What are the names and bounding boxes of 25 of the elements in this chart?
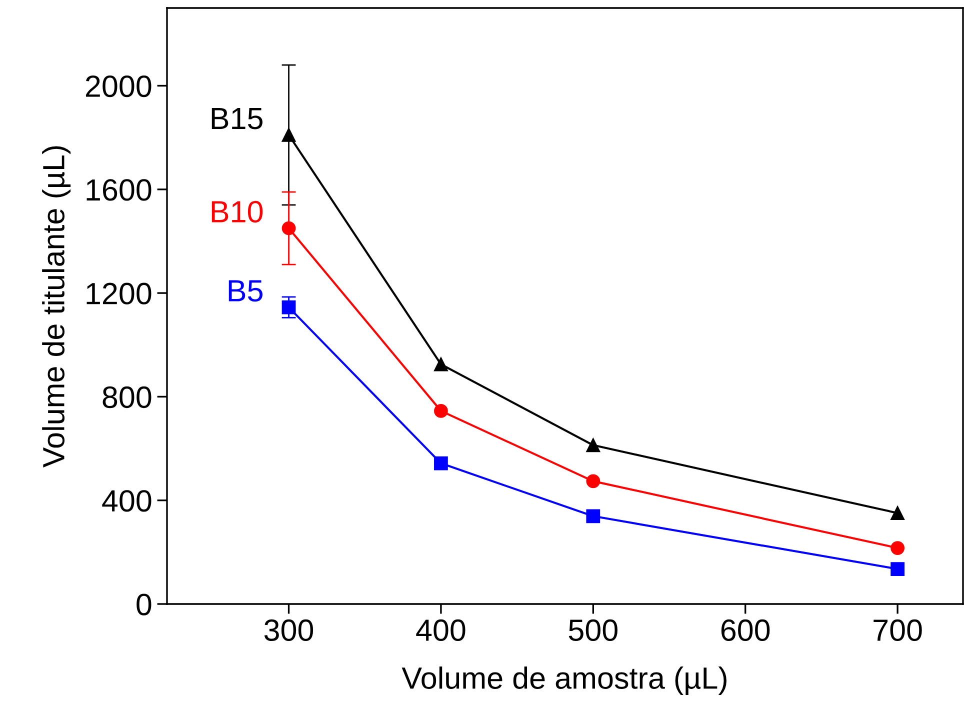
- point: [586, 474, 600, 488]
- y-tick-label: 400: [102, 490, 152, 512]
- x-tick-label: 600: [721, 619, 770, 642]
- point: [434, 404, 448, 418]
- y-tick-label: 0: [136, 594, 152, 616]
- y-tick-label: 1600: [86, 179, 152, 201]
- point: [890, 541, 904, 555]
- y-tick-label: 1200: [86, 282, 152, 304]
- x-tick-label: 500: [568, 619, 618, 642]
- series-label: B15: [212, 108, 262, 130]
- x-tick-label: 400: [416, 619, 466, 642]
- point: [890, 562, 904, 576]
- point: [890, 506, 904, 520]
- y-axis-title: Volume de titulante (µL): [42, 146, 71, 468]
- point: [586, 509, 600, 524]
- x-tick-label: 300: [264, 619, 314, 642]
- x-tick-label: 700: [874, 619, 922, 642]
- point: [434, 456, 448, 470]
- y-tick-label: 800: [102, 386, 152, 408]
- x-axis-title: Volume de amostra (µL): [402, 666, 726, 695]
- series-label: B10: [212, 200, 263, 223]
- point: [586, 438, 600, 452]
- point: [434, 357, 448, 372]
- y-tick-label: 2000: [86, 75, 152, 98]
- series-label: B5: [228, 280, 262, 302]
